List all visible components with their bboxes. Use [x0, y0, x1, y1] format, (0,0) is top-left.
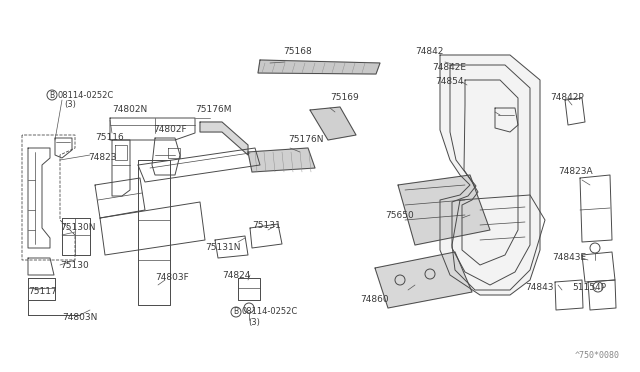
Text: 74803N: 74803N: [62, 314, 97, 323]
Text: 75131: 75131: [252, 221, 281, 230]
Text: 08114-0252C: 08114-0252C: [242, 308, 298, 317]
Text: 75117: 75117: [28, 288, 57, 296]
Text: 74823A: 74823A: [558, 167, 593, 176]
Polygon shape: [398, 175, 490, 245]
Text: 74843E: 74843E: [552, 253, 586, 263]
Polygon shape: [200, 122, 248, 155]
Polygon shape: [440, 55, 540, 295]
Text: 75131N: 75131N: [205, 244, 241, 253]
Text: 51154P: 51154P: [572, 283, 606, 292]
Text: 74802N: 74802N: [112, 106, 147, 115]
Polygon shape: [248, 148, 315, 172]
Text: ^750*0080: ^750*0080: [575, 351, 620, 360]
Polygon shape: [310, 107, 356, 140]
Text: 74824: 74824: [222, 270, 250, 279]
Text: 75176N: 75176N: [288, 135, 323, 144]
Text: 74823: 74823: [88, 154, 116, 163]
Text: 74842E: 74842E: [432, 64, 466, 73]
Text: 75130N: 75130N: [60, 224, 95, 232]
Text: 74843: 74843: [525, 283, 554, 292]
Text: (3): (3): [248, 317, 260, 327]
Text: 08114-0252C: 08114-0252C: [58, 90, 115, 99]
Text: (3): (3): [64, 100, 76, 109]
Text: 74803F: 74803F: [155, 273, 189, 282]
Text: B: B: [49, 90, 54, 99]
Text: 75168: 75168: [283, 48, 312, 57]
Text: 75116: 75116: [95, 134, 124, 142]
Text: B: B: [234, 308, 239, 317]
Text: 74860: 74860: [360, 295, 388, 305]
Text: 74854: 74854: [435, 77, 463, 87]
Text: 75130: 75130: [60, 260, 89, 269]
Text: 75169: 75169: [330, 93, 359, 103]
Text: 74802F: 74802F: [153, 125, 187, 135]
Text: 74842: 74842: [415, 48, 444, 57]
Text: 75176M: 75176M: [195, 106, 232, 115]
Polygon shape: [375, 252, 472, 308]
Text: 75650: 75650: [385, 211, 413, 219]
Polygon shape: [258, 60, 380, 74]
Text: 74842P: 74842P: [550, 93, 584, 103]
